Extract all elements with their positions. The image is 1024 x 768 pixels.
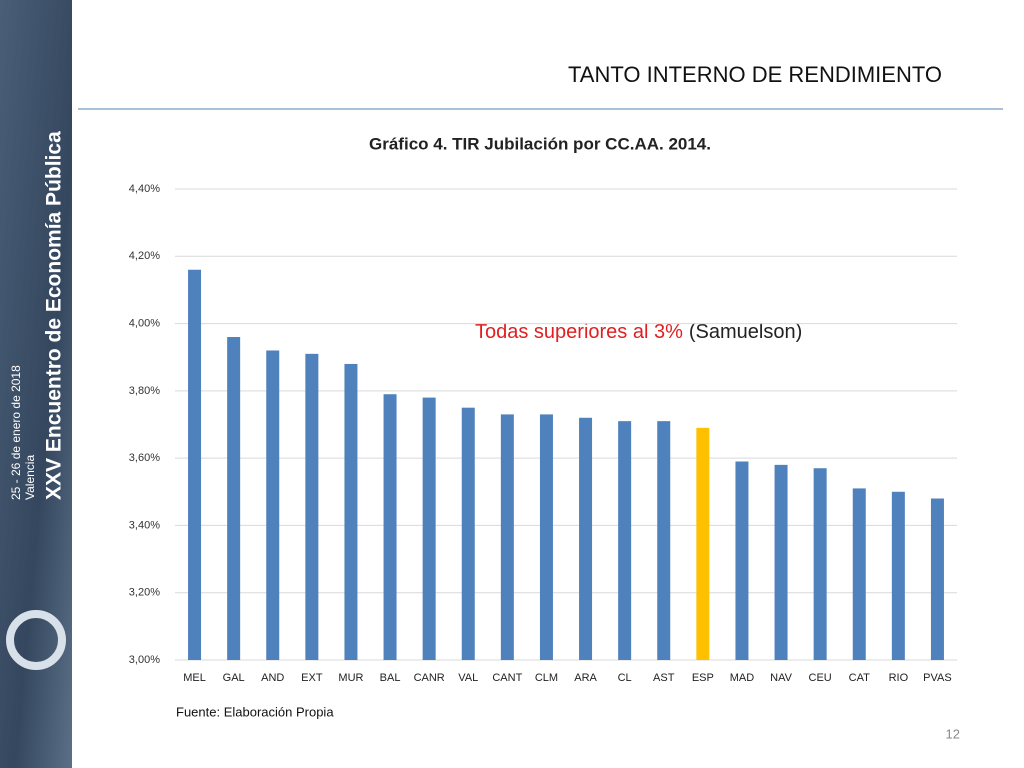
x-tick-label: CEU xyxy=(809,672,832,684)
y-tick-label: 4,20% xyxy=(129,250,160,262)
bar xyxy=(227,337,241,660)
bar xyxy=(461,407,475,660)
bar xyxy=(579,417,593,660)
annotation-main: Todas superiores al 3% xyxy=(475,321,683,343)
x-tick-label: CANT xyxy=(492,672,522,684)
x-tick-label: ARA xyxy=(574,672,597,684)
bar xyxy=(891,491,905,660)
x-tick-label: NAV xyxy=(770,672,792,684)
bar xyxy=(344,363,358,660)
y-tick-label: 3,60% xyxy=(129,452,160,464)
x-tick-label: PVAS xyxy=(923,672,952,684)
x-tick-label: GAL xyxy=(223,672,245,684)
bar xyxy=(696,427,710,660)
y-tick-label: 3,80% xyxy=(129,385,160,397)
bar xyxy=(852,488,866,660)
bar xyxy=(930,498,944,660)
x-tick-label: ESP xyxy=(692,672,714,684)
bar xyxy=(813,468,827,660)
sidebar-city: Valencia xyxy=(23,455,37,500)
chart-title: Gráfico 4. TIR Jubilación por CC.AA. 201… xyxy=(369,134,711,153)
x-tick-label: CL xyxy=(618,672,632,684)
x-tick-label: MAD xyxy=(730,672,755,684)
bar xyxy=(539,414,553,660)
x-tick-label: MUR xyxy=(338,672,363,684)
x-tick-label: CANR xyxy=(414,672,445,684)
logo-shape xyxy=(6,610,66,670)
y-tick-label: 4,40% xyxy=(129,183,160,195)
bar xyxy=(305,353,319,660)
bar xyxy=(774,464,788,660)
x-tick-label: RIO xyxy=(889,672,909,684)
source: Fuente: Elaboración Propia xyxy=(176,704,334,719)
x-tick-label: AST xyxy=(653,672,675,684)
slide-title: TANTO INTERNO DE RENDIMIENTO xyxy=(568,62,942,87)
x-tick-label: BAL xyxy=(380,672,401,684)
bar xyxy=(188,269,202,660)
x-tick-label: CLM xyxy=(535,672,558,684)
bar xyxy=(618,421,632,660)
y-tick-label: 3,20% xyxy=(129,587,160,599)
x-tick-label: AND xyxy=(261,672,284,684)
bar xyxy=(422,397,436,660)
y-tick-label: 3,40% xyxy=(129,519,160,531)
x-tick-label: CAT xyxy=(849,672,870,684)
bar xyxy=(735,461,749,660)
bar xyxy=(266,350,280,660)
bar xyxy=(657,421,671,660)
y-tick-label: 4,00% xyxy=(129,317,160,329)
x-tick-label: MEL xyxy=(183,672,206,684)
y-tick-label: 3,00% xyxy=(129,654,160,666)
bar xyxy=(383,394,397,660)
x-tick-label: VAL xyxy=(458,672,478,684)
bar xyxy=(500,414,514,660)
sidebar-event: XXV Encuentro de Economía Pública xyxy=(43,131,66,500)
annotation: Todas superiores al 3% (Samuelson) xyxy=(475,321,802,343)
sidebar-dates: 25 - 26 de enero de 2018 xyxy=(9,365,23,500)
page-number: 12 xyxy=(946,726,960,741)
x-tick-label: EXT xyxy=(301,672,323,684)
annotation-note: (Samuelson) xyxy=(689,321,802,343)
